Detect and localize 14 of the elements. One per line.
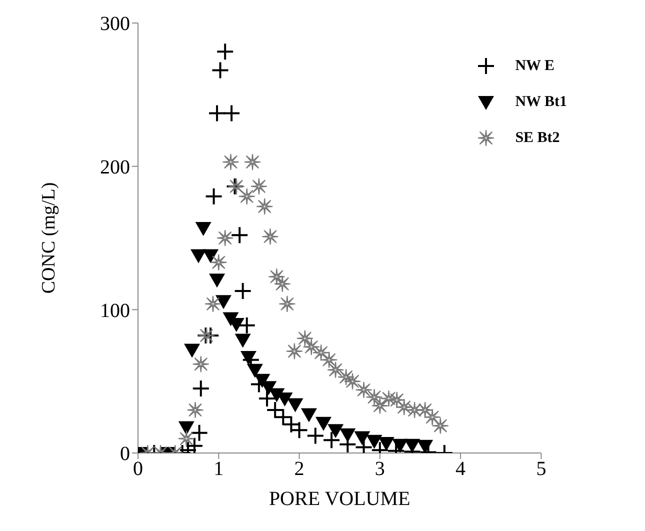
legend-label: SE Bt2	[515, 130, 560, 146]
x-axis-title: PORE VOLUME	[268, 488, 410, 510]
x-tick-label: 3	[374, 458, 385, 480]
x-tick-label: 4	[456, 458, 466, 480]
legend-label: NW E	[515, 58, 555, 74]
y-tick-label: 200	[100, 156, 130, 178]
y-axis-title: CONC (mg/L)	[38, 182, 60, 294]
x-tick-label: 5	[536, 458, 546, 480]
legend-label: NW Bt1	[515, 94, 567, 110]
y-tick-label: 300	[100, 13, 130, 36]
y-tick-label: 0	[120, 443, 130, 466]
x-tick-label: 2	[294, 458, 304, 480]
x-tick-label: 1	[214, 458, 224, 480]
y-tick-label: 100	[100, 300, 130, 322]
